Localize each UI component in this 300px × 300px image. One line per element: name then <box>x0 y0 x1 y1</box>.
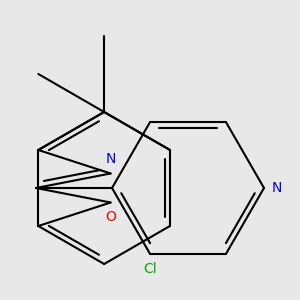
Text: Cl: Cl <box>143 262 157 276</box>
Text: O: O <box>105 210 116 224</box>
Text: N: N <box>105 152 116 166</box>
Text: N: N <box>272 181 282 195</box>
